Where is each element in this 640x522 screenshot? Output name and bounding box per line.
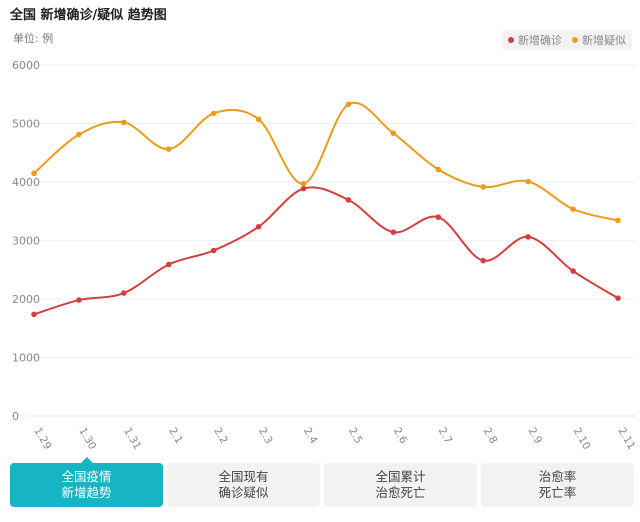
data-point-suspected (345, 101, 352, 108)
data-point-confirmed (480, 257, 487, 264)
tab-rates-line2: 死亡率 (538, 485, 577, 500)
tab-cumulative[interactable]: 全国累计 治愈死亡 (324, 463, 477, 507)
tab-current-confirmed-line1: 全国现有 (218, 469, 269, 484)
data-point-suspected (255, 116, 262, 123)
x-tick-label: 2.2 (211, 426, 230, 446)
legend-label-confirmed: 新增确诊 (518, 34, 562, 47)
legend-item-confirmed[interactable]: 新增确诊 (508, 32, 562, 48)
page-title: 全国 新增确诊/疑似 趋势图 (10, 8, 167, 23)
data-point-suspected (435, 166, 442, 173)
data-point-confirmed (121, 290, 127, 296)
legend-dot-confirmed (508, 37, 514, 43)
legend-item-suspected[interactable]: 新增疑似 (572, 32, 626, 48)
tab-bar: 全国疫情 新增趋势 全国现有 确诊疑似 全国累计 治愈死亡 治愈率 死亡率 (10, 457, 634, 507)
x-tick-label: 1.31 (121, 426, 143, 452)
data-point-suspected (300, 180, 307, 187)
y-tick-label: 3000 (12, 235, 40, 248)
tab-new-trend[interactable]: 全国疫情 新增趋势 (10, 457, 163, 507)
data-point-suspected (165, 146, 172, 152)
tab-cumulative-line2: 治愈死亡 (375, 485, 426, 500)
series-line-confirmed (33, 186, 619, 316)
data-point-suspected (31, 170, 37, 177)
legend-dot-suspected (572, 37, 578, 43)
data-point-confirmed (76, 297, 82, 303)
x-tick-label: 2.4 (301, 426, 320, 447)
tab-new-trend-line1: 全国疫情 (61, 469, 112, 484)
tab-rates-line1: 治愈率 (538, 469, 577, 484)
data-point-suspected (76, 131, 82, 138)
x-tick-label: 1.29 (31, 426, 53, 452)
data-point-confirmed (210, 247, 217, 254)
y-tick-label: 4000 (12, 176, 40, 189)
data-point-confirmed (300, 185, 307, 192)
data-point-suspected (615, 217, 621, 224)
data-point-confirmed (345, 197, 352, 203)
y-tick-label: 0 (12, 410, 19, 423)
data-point-suspected (390, 130, 397, 137)
tab-new-trend-line2: 新增趋势 (61, 485, 112, 500)
tab-rates[interactable]: 治愈率 死亡率 (481, 463, 634, 507)
x-tick-label: 2.7 (436, 426, 455, 446)
x-tick-label: 2.8 (481, 426, 500, 446)
data-point-confirmed (165, 261, 172, 268)
y-tick-label: 2000 (12, 293, 40, 306)
data-point-confirmed (435, 214, 442, 220)
data-point-confirmed (31, 311, 37, 318)
x-tick-label: 2.10 (570, 426, 592, 452)
data-point-suspected (121, 119, 127, 126)
data-point-suspected (210, 110, 217, 117)
y-tick-label: 6000 (12, 59, 40, 72)
data-point-confirmed (570, 268, 576, 274)
data-point-suspected (570, 206, 576, 212)
tab-cumulative-line1: 全国累计 (375, 469, 426, 484)
x-tick-label: 2.1 (166, 426, 185, 446)
tab-current-confirmed[interactable]: 全国现有 确诊疑似 (167, 463, 320, 507)
data-point-suspected (480, 184, 487, 190)
data-point-confirmed (525, 234, 531, 240)
data-point-confirmed (390, 229, 397, 235)
x-tick-label: 2.9 (526, 426, 545, 446)
unit-label: 单位: 例 (13, 32, 54, 45)
trend-chart: 0 1000 2000 3000 4000 5000 6000 1.29 1.30 1.31 2.1… (12, 59, 637, 452)
data-point-suspected (525, 178, 531, 185)
legend-label-suspected: 新增疑似 (582, 34, 626, 47)
data-point-confirmed (615, 295, 621, 301)
x-tick-label: 2.3 (256, 426, 275, 446)
tab-current-confirmed-line2: 确诊疑似 (218, 485, 269, 500)
data-point-confirmed (255, 223, 262, 230)
series-line-suspected (33, 101, 619, 222)
y-tick-label: 5000 (12, 118, 40, 131)
x-tick-label: 2.5 (346, 426, 365, 446)
x-tick-label: 1.30 (76, 426, 98, 452)
x-tick-label: 2.6 (391, 426, 410, 447)
x-tick-label: 2.11 (615, 426, 637, 452)
y-tick-label: 1000 (12, 352, 40, 365)
chart-legend: 新增确诊 新增疑似 (502, 30, 632, 50)
